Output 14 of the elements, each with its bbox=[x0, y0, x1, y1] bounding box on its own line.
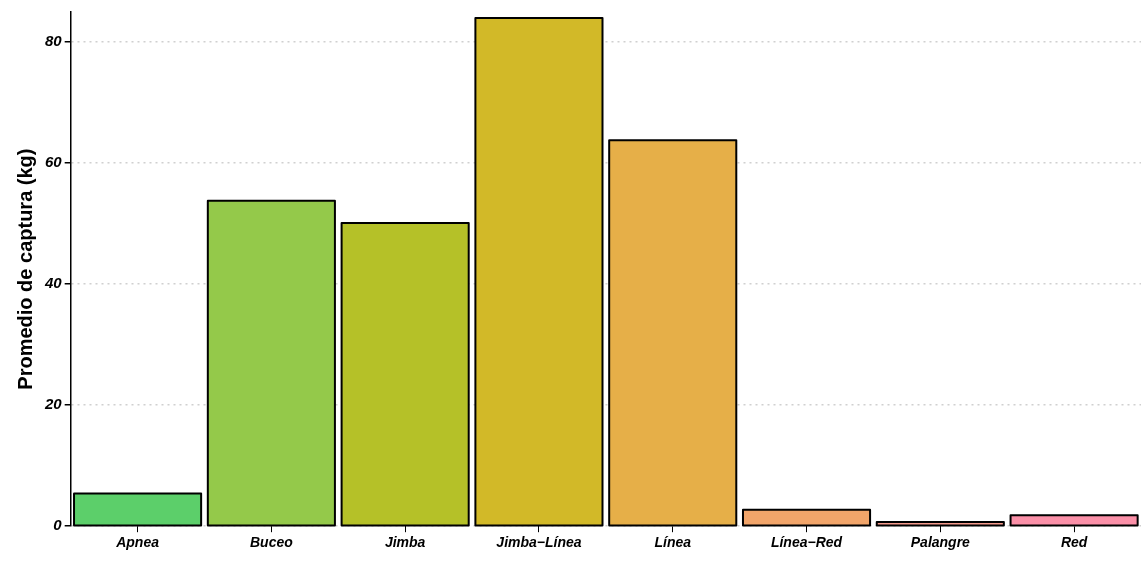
y-tick-label: 80 bbox=[45, 32, 63, 50]
x-tick-label: Jimba−Línea bbox=[496, 534, 582, 551]
x-tick-label: Buceo bbox=[249, 534, 294, 551]
x-tick-label: Línea bbox=[654, 534, 692, 551]
y-tick-label: 40 bbox=[44, 274, 63, 292]
x-tick-label: Jimba bbox=[384, 534, 426, 551]
y-tick-label: 0 bbox=[53, 516, 63, 534]
y-axis-title: Promedio de captura (kg) bbox=[13, 148, 36, 390]
x-tick-label: Palangre bbox=[910, 534, 971, 551]
x-tick-label: Línea−Red bbox=[770, 534, 843, 551]
x-tick-label: Apnea bbox=[115, 534, 160, 551]
y-tick-label: 20 bbox=[44, 395, 63, 413]
x-tick-label: Red bbox=[1060, 534, 1088, 551]
y-tick-label: 60 bbox=[45, 153, 63, 171]
